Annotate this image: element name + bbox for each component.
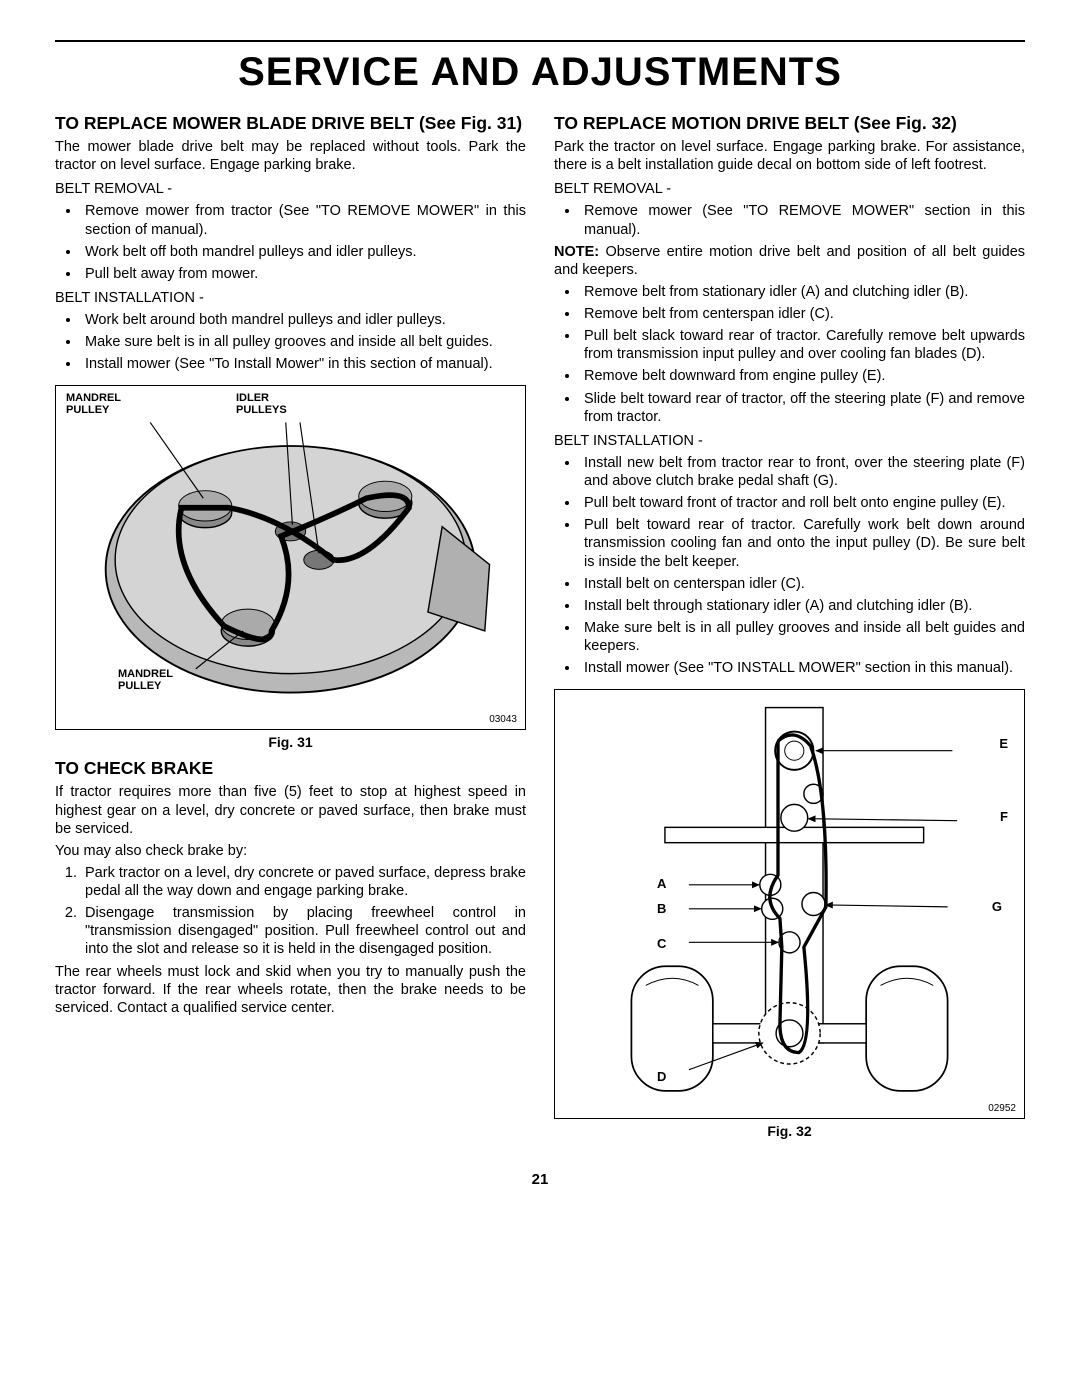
list-item: Install mower (See "To Install Mower" in… (81, 355, 526, 373)
list-item: Pull belt away from mower. (81, 265, 526, 283)
list-item: Slide belt toward rear of tractor, off t… (580, 390, 1025, 426)
list-item: Remove mower from tractor (See "TO REMOV… (81, 202, 526, 238)
motion-belt-removal-head: BELT REMOVAL - (554, 180, 1025, 198)
blade-belt-removal-head: BELT REMOVAL - (55, 180, 526, 198)
list-item: Pull belt slack toward rear of tractor. … (580, 327, 1025, 363)
list-item: Work belt around both mandrel pulleys an… (81, 311, 526, 329)
fig32-label-e: E (997, 736, 1010, 751)
fig31-label-mandrel-bottom: MANDREL PULLEY (118, 668, 173, 692)
left-column: TO REPLACE MOWER BLADE DRIVE BELT (See F… (55, 109, 526, 1147)
list-item: Make sure belt is in all pulley grooves … (81, 333, 526, 351)
page-title: SERVICE AND ADJUSTMENTS (55, 50, 1025, 95)
right-column: TO REPLACE MOTION DRIVE BELT (See Fig. 3… (554, 109, 1025, 1147)
section-heading-check-brake: TO CHECK BRAKE (55, 758, 526, 779)
two-column-layout: TO REPLACE MOWER BLADE DRIVE BELT (See F… (55, 109, 1025, 1147)
fig31-caption: Fig. 31 (55, 734, 526, 750)
fig32-label-c: C (655, 936, 668, 951)
list-item: Pull belt toward rear of tractor. Carefu… (580, 516, 1025, 570)
check-brake-p2: You may also check brake by: (55, 842, 526, 860)
check-brake-p1: If tractor requires more than five (5) f… (55, 783, 526, 837)
fig32-label-d: D (655, 1069, 668, 1084)
note-text: Observe entire motion drive belt and pos… (554, 244, 1025, 278)
motion-belt-removal-list-1: Remove mower (See "TO REMOVE MOWER" sect… (554, 202, 1025, 238)
section-heading-blade-belt: TO REPLACE MOWER BLADE DRIVE BELT (See F… (55, 113, 526, 134)
fig31-label-idler: IDLER PULLEYS (236, 392, 287, 416)
fig31-label-mandrel-top: MANDREL PULLEY (66, 392, 121, 416)
fig32-label-b: B (655, 901, 668, 916)
list-item: Remove belt downward from engine pulley … (580, 367, 1025, 385)
figure-32-diagram (563, 698, 1016, 1110)
blade-belt-install-list: Work belt around both mandrel pulleys an… (55, 311, 526, 373)
list-item: Remove belt from centerspan idler (C). (580, 305, 1025, 323)
blade-belt-intro: The mower blade drive belt may be replac… (55, 138, 526, 174)
fig31-code: 03043 (489, 714, 517, 725)
motion-belt-note: NOTE: Observe entire motion drive belt a… (554, 243, 1025, 279)
list-item: Park tractor on a level, dry concrete or… (81, 864, 526, 900)
fig32-label-f: F (998, 809, 1010, 824)
figure-32-box: E F G A B C D 02952 (554, 689, 1025, 1119)
list-item: Install mower (See "TO INSTALL MOWER" se… (580, 659, 1025, 677)
fig32-caption: Fig. 32 (554, 1123, 1025, 1139)
motion-belt-install-list: Install new belt from tractor rear to fr… (554, 454, 1025, 677)
blade-belt-install-head: BELT INSTALLATION - (55, 289, 526, 307)
list-item: Install belt through stationary idler (A… (580, 597, 1025, 615)
blade-belt-removal-list: Remove mower from tractor (See "TO REMOV… (55, 202, 526, 283)
fig32-label-g: G (990, 899, 1004, 914)
list-item: Install belt on centerspan idler (C). (580, 575, 1025, 593)
motion-belt-intro: Park the tractor on level surface. Engag… (554, 138, 1025, 174)
list-item: Remove mower (See "TO REMOVE MOWER" sect… (580, 202, 1025, 238)
list-item: Remove belt from stationary idler (A) an… (580, 283, 1025, 301)
top-rule (55, 40, 1025, 42)
list-item: Disengage transmission by placing freewh… (81, 904, 526, 958)
list-item: Make sure belt is in all pulley grooves … (580, 619, 1025, 655)
fig32-code: 02952 (988, 1103, 1016, 1114)
check-brake-p3: The rear wheels must lock and skid when … (55, 963, 526, 1017)
motion-belt-removal-list-2: Remove belt from stationary idler (A) an… (554, 283, 1025, 426)
section-heading-motion-belt: TO REPLACE MOTION DRIVE BELT (See Fig. 3… (554, 113, 1025, 134)
list-item: Install new belt from tractor rear to fr… (580, 454, 1025, 490)
page-number: 21 (55, 1171, 1025, 1188)
list-item: Work belt off both mandrel pulleys and i… (81, 243, 526, 261)
fig32-label-a: A (655, 876, 668, 891)
list-item: Pull belt toward front of tractor and ro… (580, 494, 1025, 512)
check-brake-steps: Park tractor on a level, dry concrete or… (55, 864, 526, 959)
figure-31-box: MANDREL PULLEY IDLER PULLEYS MANDREL PUL… (55, 385, 526, 730)
motion-belt-install-head: BELT INSTALLATION - (554, 432, 1025, 450)
